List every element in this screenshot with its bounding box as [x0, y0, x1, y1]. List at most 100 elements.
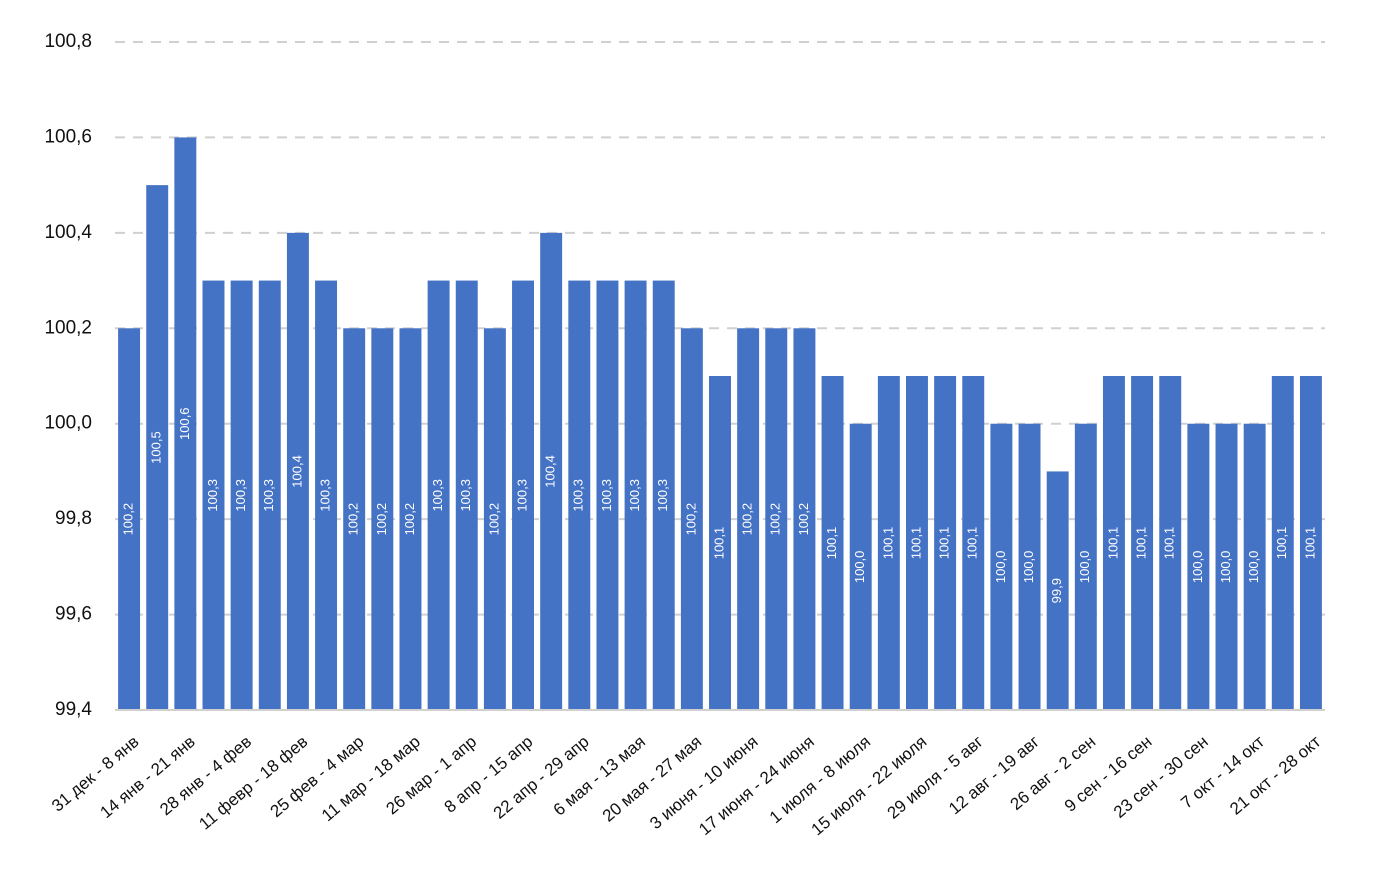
- y-tick-label: 100,0: [44, 413, 92, 434]
- bar: [1131, 376, 1154, 710]
- data-label: 100,3: [514, 479, 529, 512]
- x-tick-label: 22 апр - 29 апр: [490, 732, 593, 823]
- bar: [793, 328, 816, 710]
- x-tick-label: 1 июля - 8 июля: [766, 732, 874, 827]
- bar: [1074, 423, 1097, 710]
- y-tick-label: 100,4: [44, 222, 92, 243]
- data-label: 100,5: [149, 431, 164, 464]
- data-label: 100,2: [374, 503, 389, 536]
- data-label: 100,0: [852, 551, 867, 584]
- bar: [512, 280, 534, 710]
- bar: [652, 280, 675, 710]
- data-label: 100,1: [1134, 527, 1149, 560]
- data-label: 100,2: [402, 503, 417, 536]
- data-label: 100,3: [627, 479, 642, 512]
- x-tick-label: 29 июля - 5 авг: [884, 732, 987, 823]
- bar: [230, 280, 253, 710]
- y-tick-label: 99,4: [55, 699, 92, 720]
- data-label: 100,1: [1105, 527, 1120, 560]
- bar: [315, 280, 338, 710]
- bar: [1159, 376, 1182, 710]
- bar: [343, 328, 366, 710]
- bar: [371, 328, 394, 710]
- data-label: 100,3: [458, 479, 473, 512]
- data-label: 100,2: [346, 503, 361, 536]
- y-tick-label: 99,8: [55, 508, 92, 529]
- bar: [709, 376, 731, 710]
- bar: [286, 232, 309, 710]
- data-label: 100,1: [1274, 527, 1289, 560]
- bar: [1018, 423, 1041, 710]
- data-label: 100,0: [1021, 551, 1036, 584]
- data-label: 100,0: [993, 551, 1008, 584]
- x-tick-label: 14 янв - 21 янв: [96, 732, 198, 822]
- bar: [1046, 471, 1069, 710]
- bar: [962, 376, 985, 710]
- data-label: 100,3: [233, 479, 248, 512]
- bar: [849, 423, 872, 710]
- data-label: 100,1: [908, 527, 923, 560]
- data-label: 100,0: [1246, 551, 1261, 584]
- bar: [680, 328, 703, 710]
- bar: [540, 232, 563, 710]
- bar: [174, 137, 197, 710]
- bar: [202, 280, 225, 710]
- data-label: 100,4: [543, 455, 558, 488]
- bar: [990, 423, 1013, 710]
- y-tick-label: 100,8: [44, 31, 92, 52]
- data-label: 100,1: [1162, 527, 1177, 560]
- bar: [1299, 376, 1322, 710]
- bar: [596, 280, 619, 710]
- data-label: 100,2: [796, 503, 811, 536]
- data-label: 100,1: [965, 527, 980, 560]
- data-label: 100,1: [711, 527, 726, 560]
- data-label: 100,3: [571, 479, 586, 512]
- bar: [146, 185, 169, 711]
- bar: [427, 280, 450, 710]
- bar: [906, 376, 928, 710]
- bar: [737, 328, 760, 710]
- bar: [455, 280, 478, 710]
- bar: [877, 376, 900, 710]
- y-tick-label: 100,6: [44, 126, 92, 147]
- data-label: 100,6: [177, 407, 192, 440]
- bar: [399, 328, 422, 710]
- bar: [624, 280, 647, 710]
- bar: [568, 280, 591, 710]
- bar: [1215, 423, 1238, 710]
- x-tick-label: 11 мар - 18 мар: [318, 732, 424, 825]
- data-label: 100,4: [289, 455, 304, 488]
- data-label: 100,3: [205, 479, 220, 512]
- x-tick-label: 20 мая - 27 мая: [599, 732, 705, 826]
- y-tick-label: 100,2: [44, 317, 92, 338]
- bar: [118, 328, 141, 710]
- bar: [1187, 423, 1210, 710]
- bar: [765, 328, 788, 710]
- data-label: 100,2: [683, 503, 698, 536]
- data-label: 100,3: [430, 479, 445, 512]
- bar: [1102, 376, 1125, 710]
- data-label: 100,0: [1077, 551, 1092, 584]
- data-label: 100,2: [486, 503, 501, 536]
- data-label: 100,1: [937, 527, 952, 560]
- data-label: 100,2: [740, 503, 755, 536]
- data-label: 100,1: [824, 527, 839, 560]
- data-label: 99,9: [1049, 578, 1064, 603]
- data-label: 100,3: [599, 479, 614, 512]
- y-tick-label: 99,6: [55, 604, 92, 625]
- data-label: 100,2: [121, 503, 136, 536]
- bar: [483, 328, 506, 710]
- data-label: 100,1: [880, 527, 895, 560]
- bar: [258, 280, 281, 710]
- data-label: 100,0: [1218, 551, 1233, 584]
- bar: [821, 376, 844, 710]
- bar: [1271, 376, 1294, 710]
- data-label: 100,3: [655, 479, 670, 512]
- data-label: 100,2: [768, 503, 783, 536]
- data-label: 100,3: [261, 479, 276, 512]
- bar: [934, 376, 957, 710]
- data-label: 100,0: [1190, 551, 1205, 584]
- data-label: 100,1: [1302, 527, 1317, 560]
- bar: [1243, 423, 1266, 710]
